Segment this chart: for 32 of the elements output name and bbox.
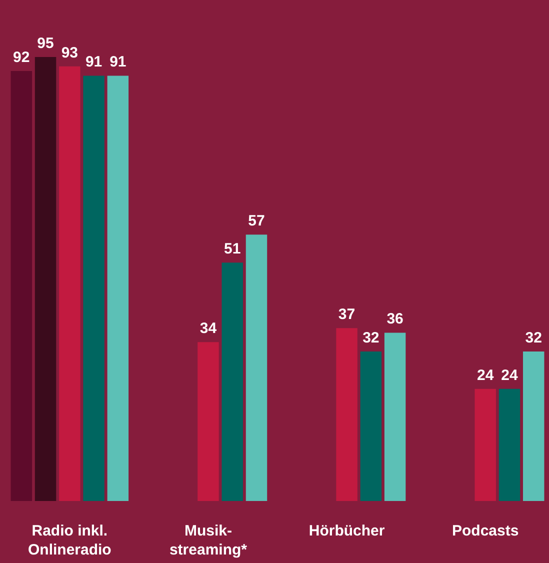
bar [360,351,382,501]
bar [474,388,496,501]
data-label: 32 [525,329,542,346]
data-label: 92 [13,49,30,66]
bar [498,388,520,501]
data-label: 24 [476,366,494,384]
bar [336,328,358,501]
data-label: 32 [362,329,380,346]
x-tick-label: Radio inkl. Onlineradio [28,522,112,558]
data-label: 91 [85,54,102,71]
data-label: 36 [386,310,404,328]
data-label: 95 [37,35,54,52]
data-label: 34 [200,320,218,338]
bar [384,332,406,501]
bar [10,71,32,501]
x-tick-label: Hörbücher [308,522,385,540]
bar [222,262,243,501]
data-label: 24 [501,366,518,384]
x-tick-label: Musik- streaming* [169,522,248,558]
data-label: 57 [248,212,265,230]
data-label: 93 [61,44,78,62]
data-label: 91 [110,54,126,71]
bar [246,234,268,501]
bar [59,66,80,501]
bar [107,76,129,501]
bar [34,57,56,501]
data-label: 51 [224,240,241,258]
bar [522,351,544,501]
data-label: 37 [338,306,356,324]
bar [198,342,219,501]
x-tick-label: Podcasts [452,522,519,540]
bar [83,76,104,501]
